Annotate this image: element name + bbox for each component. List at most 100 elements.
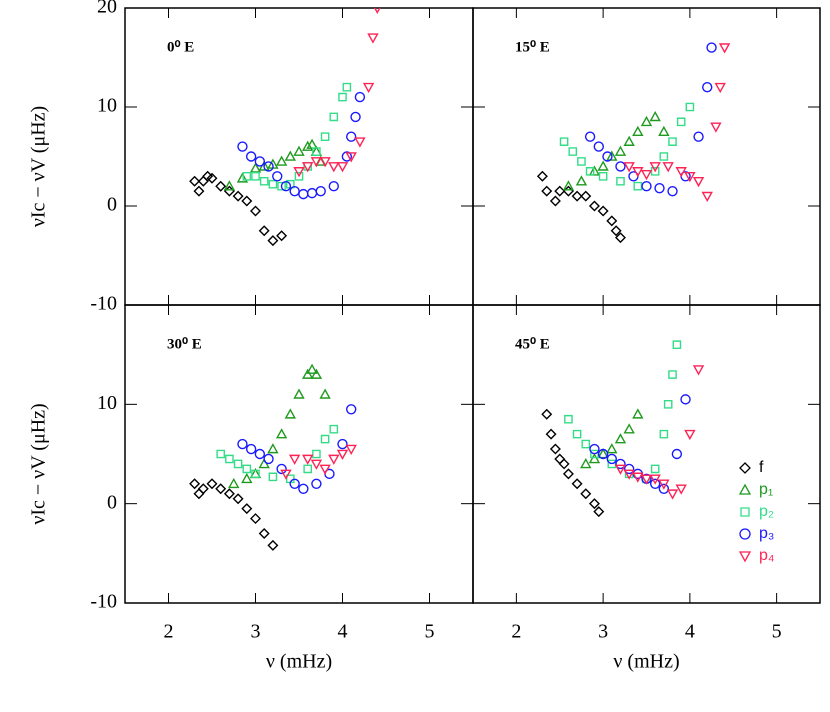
data-point: [263, 161, 274, 172]
data-point: [242, 464, 252, 474]
data-point: [206, 172, 218, 184]
data-point: [345, 152, 357, 163]
data-point: [241, 503, 253, 515]
data-point: [267, 235, 279, 247]
data-point: [632, 408, 644, 419]
data-point: [202, 170, 214, 182]
data-point: [197, 175, 209, 187]
x-tick-label: 4: [338, 621, 348, 643]
data-point: [302, 140, 314, 151]
data-point: [706, 42, 717, 53]
data-point: [585, 167, 595, 176]
legend-marker: [738, 483, 752, 495]
x-tick-label: 2: [511, 621, 521, 643]
data-point: [571, 190, 583, 202]
data-point: [649, 110, 661, 122]
data-point: [258, 225, 270, 237]
data-point: [268, 179, 278, 189]
data-point: [275, 428, 288, 439]
data-point: [623, 469, 635, 480]
data-point: [593, 506, 605, 518]
data-point: [558, 458, 570, 470]
data-point: [549, 195, 561, 207]
data-point: [597, 448, 609, 459]
data-point: [549, 443, 561, 455]
data-point: [684, 429, 696, 441]
data-point: [541, 408, 553, 420]
series: [293, 8, 381, 178]
data-point: [597, 160, 609, 171]
data-point: [640, 115, 653, 127]
y-tick-label: 0: [107, 194, 117, 216]
series: [280, 444, 357, 480]
data-point: [258, 527, 270, 539]
data-point: [263, 453, 274, 465]
data-point: [554, 185, 566, 197]
data-point: [671, 448, 683, 460]
data-point: [193, 488, 205, 500]
series: [536, 170, 626, 244]
data-point: [581, 439, 591, 449]
data-point: [602, 151, 613, 162]
data-point: [225, 454, 234, 464]
data-point: [251, 469, 260, 479]
legend-label: p₃: [759, 525, 774, 542]
data-point: [606, 215, 618, 227]
data-point: [590, 449, 599, 459]
data-point: [577, 157, 586, 166]
data-point: [329, 112, 339, 122]
data-point: [663, 400, 673, 409]
data-point: [250, 205, 261, 217]
data-point: [676, 117, 686, 127]
data-point: [311, 478, 322, 489]
data-point: [249, 162, 262, 173]
data-point: [268, 472, 278, 482]
y-tick-label: 20: [97, 0, 117, 18]
data-point: [267, 443, 279, 454]
data-point: [640, 170, 653, 181]
data-point: [319, 464, 331, 475]
data-point: [632, 167, 644, 178]
data-point: [714, 82, 726, 94]
x-tick-label: 2: [164, 621, 174, 643]
data-point: [338, 92, 347, 102]
series: [614, 365, 705, 500]
data-point: [293, 388, 305, 399]
series: [189, 170, 288, 247]
data-point: [564, 414, 573, 424]
data-point: [588, 453, 601, 464]
data-point: [584, 131, 596, 142]
data-point: [373, 8, 381, 14]
data-point: [659, 152, 669, 161]
y-axis-label: νIc − νV (μHz): [28, 106, 50, 227]
data-point: [233, 459, 243, 469]
data-point: [345, 131, 357, 142]
data-point: [659, 429, 669, 439]
data-point: [354, 137, 366, 148]
data-point: [228, 477, 240, 489]
data-point: [641, 181, 652, 192]
data-point: [685, 102, 695, 112]
data-point: [693, 131, 704, 142]
data-point: [216, 449, 225, 459]
data-point: [223, 488, 235, 500]
data-point: [267, 539, 279, 551]
data-point: [606, 443, 618, 454]
data-point: [606, 150, 618, 161]
data-point: [197, 483, 209, 495]
data-point: [649, 478, 661, 489]
data-point: [245, 443, 257, 455]
data-point: [302, 162, 314, 173]
data-point: [588, 200, 600, 212]
series: [580, 408, 644, 469]
data-point: [614, 145, 627, 156]
data-point: [362, 82, 375, 94]
data-point: [536, 170, 548, 182]
data-point: [580, 190, 592, 202]
data-point: [632, 125, 644, 137]
data-point: [597, 205, 609, 217]
data-point: [284, 150, 296, 161]
data-point: [588, 498, 600, 510]
y-tick-label: 10: [97, 95, 117, 117]
